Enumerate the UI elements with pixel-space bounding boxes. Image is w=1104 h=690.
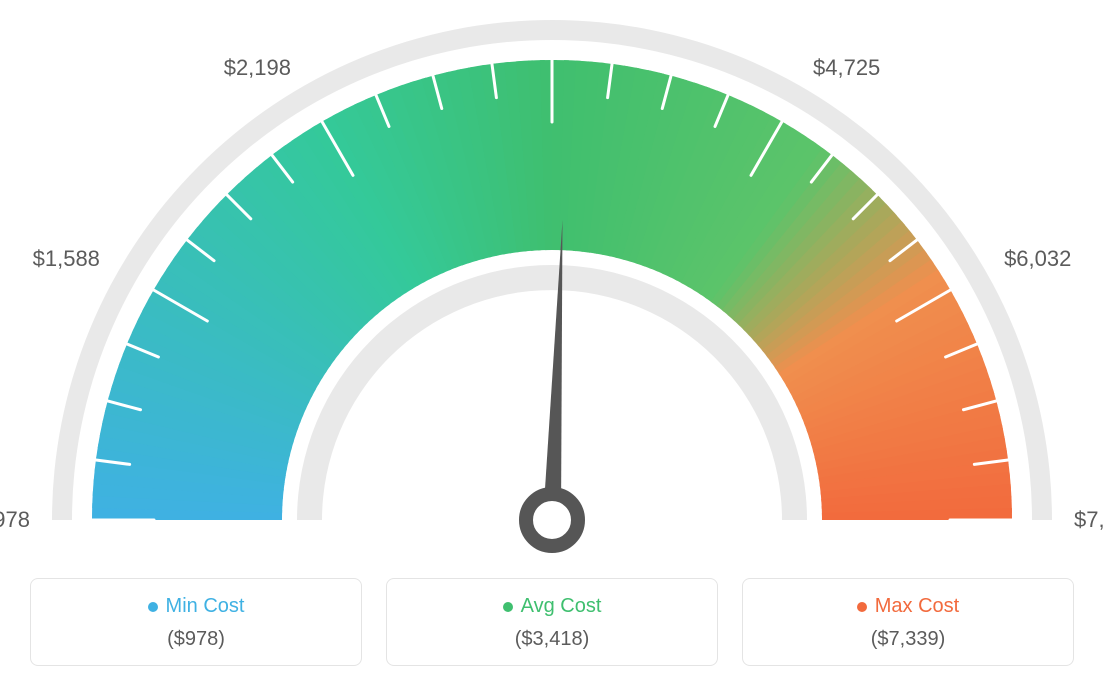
gauge-tick-label: $2,198	[224, 55, 291, 81]
legend-row: Min Cost ($978) Avg Cost ($3,418) Max Co…	[30, 578, 1074, 666]
gauge-tick-label: $4,725	[813, 55, 880, 81]
legend-dot-min	[148, 602, 158, 612]
legend-title-min-text: Min Cost	[166, 595, 245, 618]
legend-value-avg: ($3,418)	[397, 628, 707, 651]
legend-title-avg-text: Avg Cost	[521, 595, 602, 618]
gauge-tick-label: $7,339	[1074, 507, 1104, 533]
legend-card-min: Min Cost ($978)	[30, 578, 362, 666]
gauge-chart: $978$1,588$2,198$3,418$4,725$6,032$7,339	[0, 0, 1104, 560]
legend-title-min: Min Cost	[148, 595, 245, 618]
legend-card-avg: Avg Cost ($3,418)	[386, 578, 718, 666]
legend-card-max: Max Cost ($7,339)	[742, 578, 1074, 666]
legend-value-min: ($978)	[41, 628, 351, 651]
legend-dot-avg	[503, 602, 513, 612]
legend-title-max: Max Cost	[857, 595, 959, 618]
gauge-svg	[0, 0, 1104, 560]
gauge-tick-label: $6,032	[1004, 246, 1071, 272]
legend-value-max: ($7,339)	[753, 628, 1063, 651]
legend-title-max-text: Max Cost	[875, 595, 959, 618]
gauge-tick-label: $978	[0, 507, 30, 533]
cost-gauge-container: $978$1,588$2,198$3,418$4,725$6,032$7,339…	[0, 0, 1104, 690]
legend-dot-max	[857, 602, 867, 612]
legend-title-avg: Avg Cost	[503, 595, 602, 618]
gauge-tick-label: $1,588	[33, 246, 100, 272]
